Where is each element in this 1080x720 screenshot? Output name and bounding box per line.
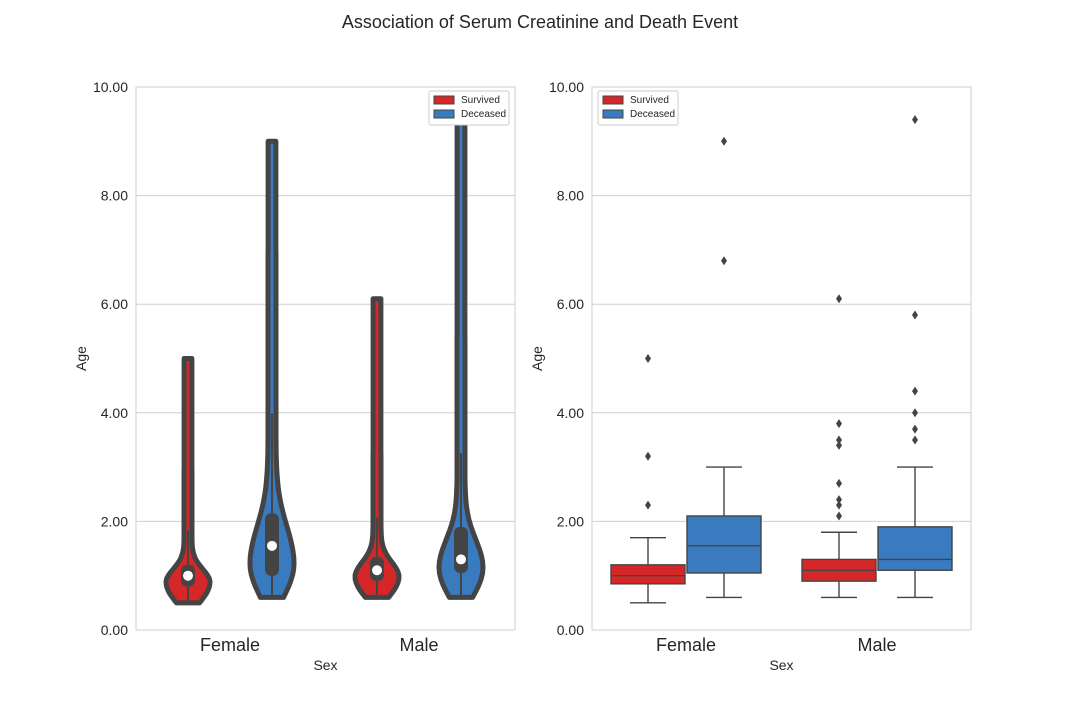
figure-title: Association of Serum Creatinine and Deat… (342, 12, 738, 32)
violin-median (183, 570, 193, 581)
y-tick-label: 6.00 (101, 296, 128, 312)
violin-plot-panel: 0.00 2.00 4.00 6.00 8.00 10.00 Female Male Sex Ag… (73, 79, 516, 673)
legend: Survived Deceased (428, 90, 510, 126)
y-tick-label: 0.00 (101, 622, 128, 638)
x-tick-label: Male (399, 635, 438, 655)
legend-swatch (433, 109, 455, 119)
y-axis-label: Age (73, 346, 89, 371)
y-tick-label: 8.00 (101, 188, 128, 204)
outlier-point (836, 500, 842, 510)
legend-label: Survived (630, 95, 669, 106)
box-iqr (610, 564, 686, 585)
x-tick-label: Male (857, 635, 896, 655)
axes-frame (135, 86, 516, 631)
violin-body (163, 356, 213, 606)
y-tick-label: 2.00 (101, 513, 128, 529)
legend-swatch (602, 109, 624, 119)
outlier-point (645, 354, 651, 363)
box-plot-panel: 0.00 2.00 4.00 6.00 8.00 10.00 Female Male Sex Ag… (529, 79, 972, 673)
y-tick-label: 2.00 (557, 513, 584, 529)
box-iqr (877, 526, 953, 571)
violin-iqr (454, 526, 468, 573)
legend-swatch (433, 95, 455, 105)
outlier-point (836, 495, 842, 505)
violin-median (456, 554, 466, 565)
y-tick-label: 4.00 (557, 405, 584, 421)
y-tick-label: 0.00 (557, 622, 584, 638)
outlier-point (912, 310, 918, 320)
outlier-point (912, 424, 918, 434)
y-tick-label: 10.00 (93, 79, 128, 95)
y-tick-label: 8.00 (557, 188, 584, 204)
box-iqr (686, 515, 762, 574)
y-tick-label: 6.00 (557, 296, 584, 312)
violin-body (352, 296, 402, 600)
x-tick-label: Female (656, 635, 716, 655)
outlier-point (836, 511, 842, 521)
outlier-point (912, 115, 918, 125)
x-axis-label: Sex (313, 657, 337, 673)
y-tick-label: 10.00 (549, 79, 584, 95)
outlier-point (836, 440, 842, 450)
y-axis-label: Age (529, 346, 545, 371)
legend-label: Survived (461, 95, 500, 106)
outlier-point (836, 478, 842, 488)
violin-median (372, 565, 382, 576)
outlier-point (721, 256, 727, 266)
outlier-point (912, 408, 918, 418)
x-tick-label: Female (200, 635, 260, 655)
outlier-point (912, 435, 918, 445)
violin-median (267, 540, 277, 551)
outlier-point (645, 451, 651, 461)
outlier-point (836, 419, 842, 429)
outlier-point (721, 136, 727, 146)
outlier-point (836, 435, 842, 445)
legend-label: Deceased (630, 109, 675, 120)
x-axis-label: Sex (769, 657, 793, 673)
legend: Survived Deceased (597, 90, 679, 126)
legend-swatch (602, 95, 624, 105)
y-tick-label: 4.00 (101, 405, 128, 421)
violin-body (247, 138, 297, 600)
legend-label: Deceased (461, 109, 506, 120)
axes-frame (591, 86, 972, 631)
outlier-point (836, 294, 842, 304)
outlier-point (912, 386, 918, 396)
outlier-point (645, 500, 651, 510)
